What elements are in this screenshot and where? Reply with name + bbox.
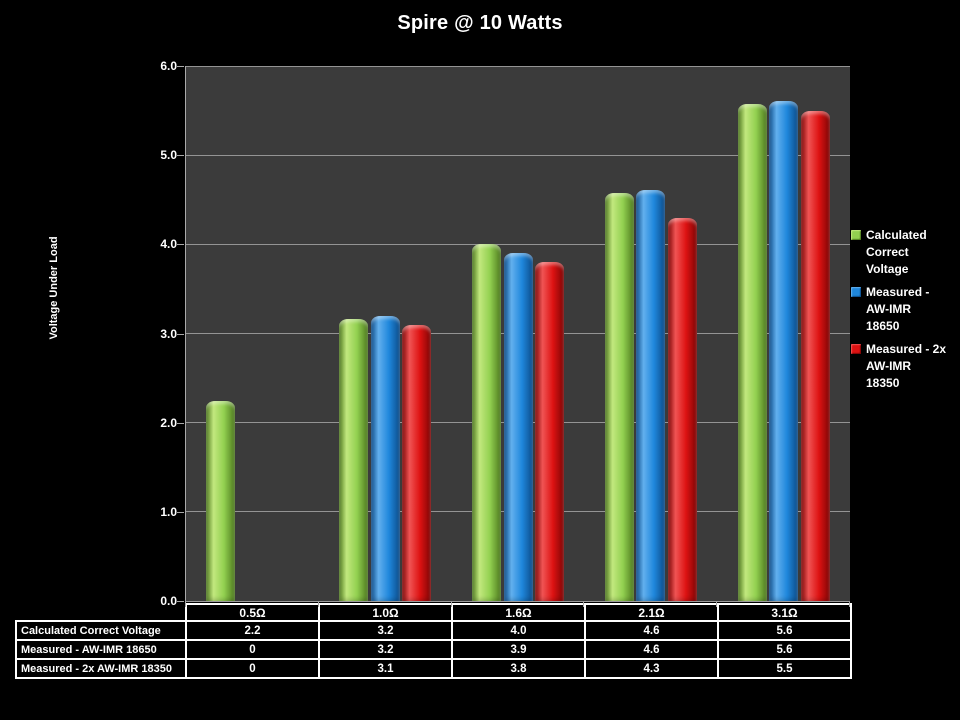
legend-label-line: Calculated	[866, 228, 927, 242]
table-value-cell: 3.9	[451, 639, 586, 660]
legend-label: Measured - 2x AW-IMR 18350	[866, 341, 946, 392]
bar-blue-2.1Ω	[636, 189, 666, 601]
y-axis-tick	[177, 601, 184, 602]
table-value-cell: 4.0	[451, 620, 586, 641]
chart-title: Spire @ 10 Watts	[397, 12, 563, 34]
y-tick-label: 1.0	[160, 504, 177, 519]
table-value-cell: 0	[185, 639, 320, 660]
bar-green-1.0Ω	[339, 319, 369, 601]
legend-label-line: Voltage	[866, 262, 909, 276]
legend: Calculated Correct Voltage Measured - AW-IMR…	[851, 227, 957, 398]
legend-label: Calculated Correct Voltage	[866, 227, 927, 278]
legend-label-line: Measured - 2x	[866, 342, 947, 356]
table-row: Measured - AW-IMR 18650 0 3.2 3.9 4.6 5.6	[15, 639, 852, 660]
bar-green-0.5Ω	[206, 401, 236, 601]
y-tick-label: 3.0	[160, 326, 177, 341]
y-tick-label: 5.0	[160, 148, 177, 163]
table-value-cell: 5.6	[717, 620, 852, 641]
table-row-label: Calculated Correct Voltage	[15, 620, 187, 641]
bar-red-1.6Ω	[535, 262, 564, 601]
table-value-cell: 4.6	[584, 620, 719, 641]
legend-item: Measured - AW-IMR 18650	[851, 284, 957, 335]
table-header-cell: 1.0Ω	[318, 603, 453, 622]
table-row-label: Measured - 2x AW-IMR 18350	[15, 658, 187, 679]
legend-label-line: 18350	[866, 376, 900, 390]
x-axis-tick	[716, 602, 718, 607]
bar-blue-1.6Ω	[503, 253, 533, 601]
table-value-cell: 3.2	[318, 620, 453, 641]
bar-red-1.0Ω	[402, 324, 432, 601]
table-value-cell: 4.6	[584, 639, 719, 660]
table-value-cell: 5.5	[717, 658, 852, 679]
table-value-cell: 5.6	[717, 639, 852, 660]
table-header-cell: 2.1Ω	[584, 603, 719, 622]
table-header-cell: 3.1Ω	[717, 603, 852, 622]
table-value-cell: 3.1	[318, 658, 453, 679]
plot-area	[185, 65, 850, 602]
bar-green-1.6Ω	[472, 244, 501, 601]
x-axis-tick	[849, 602, 850, 607]
x-axis-tick	[583, 602, 585, 607]
legend-label-line: 18650	[866, 319, 900, 333]
bar-red-2.1Ω	[667, 218, 697, 601]
y-tick-label: 6.0	[160, 59, 177, 73]
legend-label-line: AW-IMR	[866, 359, 912, 373]
legend-item: Calculated Correct Voltage	[851, 227, 957, 278]
legend-label-line: Correct	[866, 245, 909, 259]
table-value-cell: 4.3	[584, 658, 719, 679]
table-value-cell: 3.8	[451, 658, 586, 679]
table-row-label: Measured - AW-IMR 18650	[15, 639, 187, 660]
y-axis-title: Voltage Under Load	[48, 236, 60, 340]
table-header-cell: 0.5Ω	[185, 603, 320, 622]
legend-swatch	[851, 287, 861, 297]
bar-blue-3.1Ω	[769, 100, 799, 601]
y-axis-tick	[177, 66, 184, 67]
y-axis-tick	[177, 422, 184, 424]
table-row: Calculated Correct Voltage 2.2 3.2 4.0 4.6 5.…	[15, 620, 852, 641]
x-axis-tick	[450, 602, 452, 607]
y-axis-tick	[177, 155, 184, 157]
legend-item: Measured - 2x AW-IMR 18350	[851, 341, 957, 392]
legend-swatch	[851, 344, 861, 354]
x-axis-tick	[317, 602, 319, 607]
table-value-cell: 2.2	[185, 620, 320, 641]
y-axis-tick	[177, 333, 184, 335]
bar-red-3.1Ω	[800, 110, 830, 601]
legend-label: Measured - AW-IMR 18650	[866, 284, 929, 335]
legend-label-line: AW-IMR	[866, 302, 912, 316]
y-tick-label: 0.0	[160, 594, 177, 608]
bar-green-3.1Ω	[737, 104, 767, 601]
bar-green-2.1Ω	[604, 192, 634, 601]
data-table: 0.5Ω 1.0Ω 1.6Ω 2.1Ω 3.1Ω Calculated Correct V…	[15, 603, 852, 679]
x-axis-tick	[185, 602, 186, 607]
gridline	[186, 243, 850, 245]
table-row: Measured - 2x AW-IMR 18350 0 3.1 3.8 4.3 5.5	[15, 658, 852, 679]
y-axis-tick	[177, 511, 184, 513]
table-header-cell: 1.6Ω	[451, 603, 586, 622]
gridline	[186, 154, 850, 156]
y-axis-tick	[177, 244, 184, 246]
table-value-cell: 0	[185, 658, 320, 679]
gridline	[186, 65, 850, 67]
legend-label-line: Measured -	[866, 285, 930, 299]
legend-swatch	[851, 230, 861, 240]
bar-blue-1.0Ω	[370, 315, 400, 601]
table-value-cell: 3.2	[318, 639, 453, 660]
y-tick-label: 4.0	[160, 237, 177, 252]
y-tick-label: 2.0	[160, 415, 177, 430]
